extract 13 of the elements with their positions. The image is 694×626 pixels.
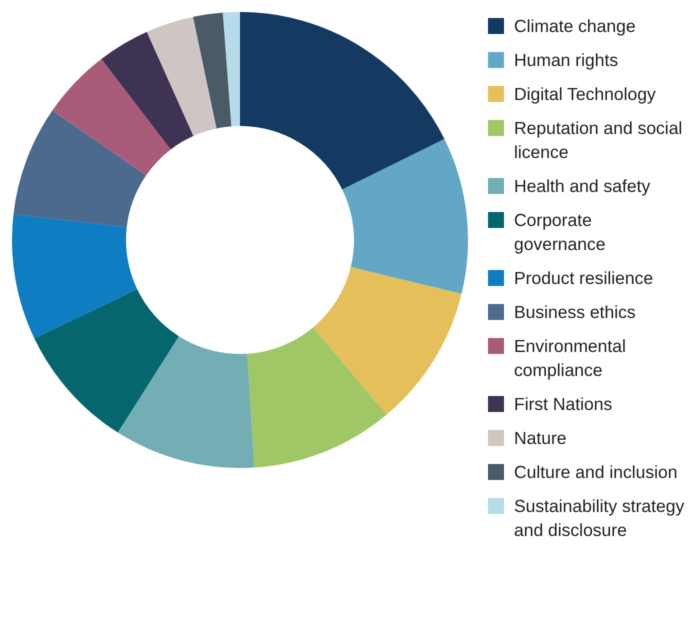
legend-label: First Nations [514, 393, 612, 416]
legend-label: Culture and inclusion [514, 461, 678, 484]
legend-label: Digital Technology [514, 83, 656, 106]
legend-label: Business ethics [514, 301, 636, 324]
legend-label: Health and safety [514, 175, 650, 198]
legend-label: Nature [514, 427, 567, 450]
legend-label: Human rights [514, 49, 618, 72]
legend-label: Sustainability strategy and disclosure [514, 495, 686, 542]
legend-label: Product resilience [514, 267, 654, 290]
legend-label: Environmental compliance [514, 335, 627, 382]
legend-label: Reputation and social licence [514, 117, 684, 164]
legend-label: Corporate governance [514, 209, 606, 256]
legend-label: Climate change [514, 15, 636, 38]
